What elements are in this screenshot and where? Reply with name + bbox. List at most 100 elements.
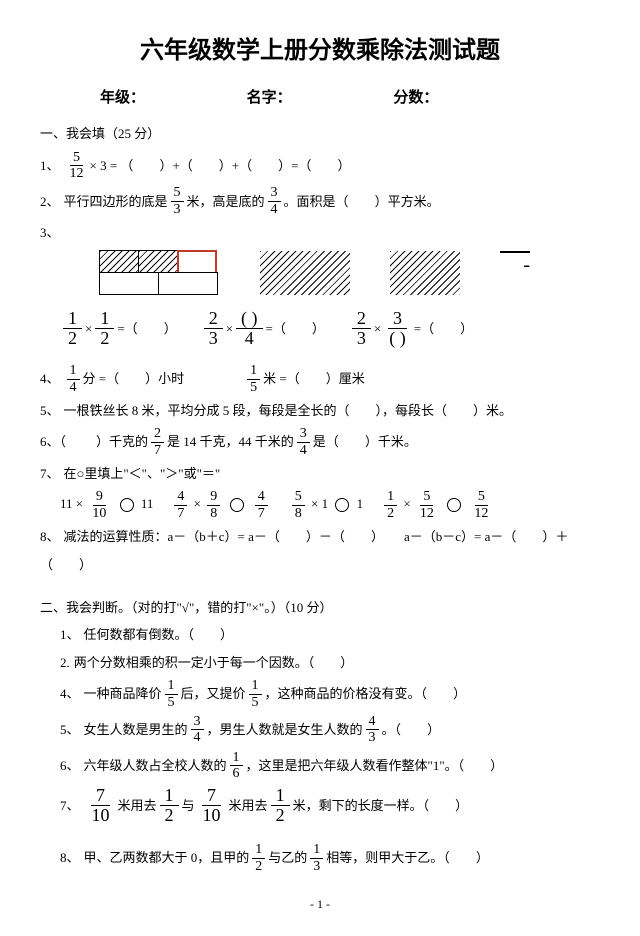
frac-n: 1: [271, 786, 290, 807]
q6-t: 是 14 千克，44 千米的: [167, 430, 294, 453]
end: ）: [460, 317, 473, 340]
frac-n: 1: [252, 842, 265, 858]
frac-d: 2: [95, 329, 114, 349]
s2q1-t: 任何数都有倒数。（: [84, 623, 195, 646]
q6-t: ）千米。: [365, 430, 417, 453]
frac-n: 7: [202, 786, 221, 807]
q2: 2、 平行四边形的底是 53 米，高是底的 34 。面积是（ ）平方米。: [40, 185, 600, 217]
frac-n: 4: [366, 714, 379, 730]
s2q7-num: 7、: [60, 794, 80, 817]
q2-f2: 34: [268, 185, 281, 217]
q4-num: 4、: [40, 367, 60, 390]
frac-d: 5: [247, 380, 260, 395]
q5-t: ），每段长（: [376, 399, 448, 422]
q7: 7、 在○里填上"＜"、"＞"或"＝": [40, 462, 600, 485]
name-label: 名字：: [247, 85, 394, 112]
op: ×: [374, 317, 381, 340]
s2q2-e: ）: [340, 651, 353, 674]
q4-t: ）厘米: [326, 367, 365, 390]
end: ）: [312, 317, 325, 340]
q2-t: 米，高是底的: [187, 190, 265, 213]
eq-b: 23 × ( )4 =（）: [201, 309, 325, 350]
frac-d: 3: [366, 730, 379, 745]
s2q5-t: ，男生人数就是女生人数的: [207, 718, 363, 741]
frac-d: 3: [204, 329, 223, 349]
frac-n: 2: [204, 309, 223, 330]
eq-row: 12 × 12 =（） 23 × ( )4 =（） 23 × 3( ) =（）: [60, 309, 600, 350]
frac-d: 2: [63, 329, 82, 349]
frac-n: 4: [255, 489, 268, 505]
q8-t: 减法的运算性质：a－（b＋c）= a－（: [64, 525, 280, 548]
frac-d: 2: [271, 806, 290, 826]
q3-num: 3、: [40, 221, 60, 244]
q2-num: 2、: [40, 190, 60, 213]
frac-n: 9: [207, 489, 220, 505]
frac-d: 6: [230, 766, 243, 781]
frac-d: 4: [67, 380, 80, 395]
q8-t: ）: [79, 553, 92, 576]
frac-d: 10: [87, 806, 115, 826]
q8-t: ）: [371, 525, 384, 548]
line-mark: [500, 251, 530, 253]
q1-t: ）: [337, 154, 350, 177]
s2q6: 6、 六年级人数占全校人数的 16 ，这里是把六年级人数看作整体"1"。（ ）: [60, 750, 600, 782]
diagram-right: -: [500, 251, 530, 271]
s2q8-num: 8、: [60, 846, 80, 869]
frac-d: 3: [352, 329, 371, 349]
q4: 4、 14 分 =（ ）小时 15 米 =（ ）厘米: [40, 363, 600, 395]
q7-row: 11 × 910 11 47 × 98 47 58 × 1 1 12 × 512…: [60, 489, 600, 521]
q7-t: 在○里填上"＜"、"＞"或"＝": [64, 462, 221, 485]
s2q5: 5、 女生人数是男生的 34 ，男生人数就是女生人数的 43 。（ ）: [60, 714, 600, 746]
s2q7-t: 与: [182, 794, 195, 817]
grade-label: 年级：: [100, 85, 247, 112]
s2q4: 4、 一种商品降价 15 后，又提价 15 ，这种商品的价格没有变。（ ）: [60, 678, 600, 710]
diagram1: [100, 251, 220, 295]
s2q7: 7、 710 米用去 12 与 710 米用去 12 米，剩下的长度一样。（ ）: [60, 786, 600, 827]
s2q8-t: 相等，则甲大于乙。（: [326, 846, 450, 869]
s2q4-e: ）: [453, 682, 466, 705]
s2q5-e: ）: [427, 718, 440, 741]
q2-t: 。面积是（: [284, 190, 349, 213]
circle-icon: [230, 498, 244, 512]
frac-n: 1: [160, 786, 179, 807]
s2q8-t: 与乙的: [268, 846, 307, 869]
frac-d: 8: [207, 506, 220, 521]
frac-n: 3: [268, 185, 281, 201]
q8-t: a－（b－c）= a－（: [404, 525, 516, 548]
diagram3: [390, 251, 460, 295]
frac-d: 10: [89, 506, 109, 521]
frac-d: 7: [151, 443, 164, 458]
frac-d: 12: [417, 506, 437, 521]
q4-t: 分 =（: [83, 367, 120, 390]
q3: 3、: [40, 221, 600, 244]
end: ）: [164, 317, 177, 340]
frac-n: 5: [475, 489, 488, 505]
s2q4-t: ，这种商品的价格没有变。（: [265, 682, 428, 705]
frac-d: 7: [174, 506, 187, 521]
q6: 6、（ ）千克的 27 是 14 千克，44 千米的 34 是（ ）千米。: [40, 426, 600, 458]
frac-n: 3: [388, 309, 407, 330]
frac-n: 1: [67, 363, 80, 379]
circle-icon: [120, 498, 134, 512]
frac-n: 5: [292, 489, 305, 505]
s2q8-e: ）: [476, 846, 489, 869]
q4-t: 米 =（: [263, 367, 300, 390]
q8-t: ）＋: [542, 525, 568, 548]
frac-d: ( ): [384, 329, 411, 349]
s2q2-num: 2.: [60, 651, 70, 674]
frac-d: 10: [198, 806, 226, 826]
s2q2-t: 两个分数相乘的积一定小于每一个因数。（: [74, 651, 315, 674]
frac-n: 1: [249, 678, 262, 694]
frac-d: 4: [297, 443, 310, 458]
s2q1: 1、 任何数都有倒数。（ ）: [60, 623, 600, 646]
frac-d: 2: [160, 806, 179, 826]
frac-n: 2: [151, 426, 164, 442]
s2q1-e: ）: [220, 623, 233, 646]
s2q6-t: 六年级人数占全校人数的: [84, 754, 227, 777]
q1-frac: 512: [67, 150, 87, 182]
frac-d: 12: [471, 506, 491, 521]
frac-d: 3: [171, 202, 184, 217]
q7a: 11 × 910 11: [60, 489, 153, 521]
frac-n: ( ): [236, 309, 263, 330]
frac-n: 1: [95, 309, 114, 330]
